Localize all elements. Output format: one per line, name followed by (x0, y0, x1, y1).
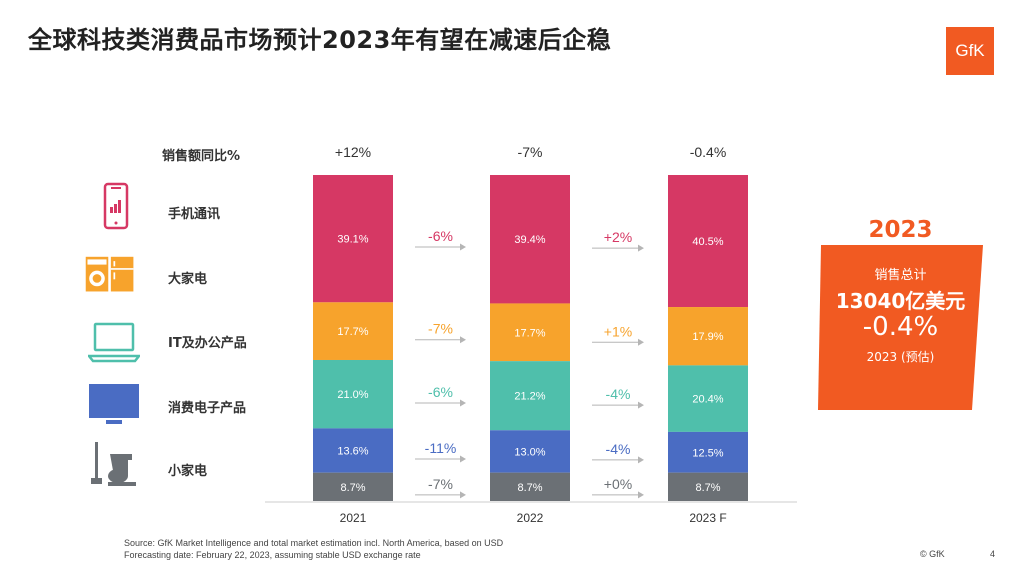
data-label: 40.5% (692, 236, 723, 248)
growth-arrow-head (460, 455, 466, 463)
total-growth-label: -0.4% (690, 144, 727, 160)
segment-growth-label: -4% (606, 386, 631, 402)
data-label: 17.7% (337, 326, 368, 338)
bar-segment (313, 428, 393, 473)
category-label-consumer-electronics: 消费电子产品 (168, 401, 247, 416)
summary-shape (818, 245, 983, 410)
bar-segment (490, 175, 570, 304)
laptop-icon (88, 322, 140, 363)
x-tick-label: 2021 (340, 511, 367, 525)
x-tick-label: 2022 (517, 511, 544, 525)
tv-monitor-icon (89, 384, 139, 424)
growth-arrow-head (460, 399, 466, 407)
growth-arrow-head (638, 244, 644, 252)
growth-arrow-head (638, 456, 644, 464)
segment-growth-label: -6% (428, 384, 453, 400)
bar-segment (668, 431, 748, 473)
growth-arrow-head (460, 491, 466, 499)
growth-arrow-head (638, 491, 644, 499)
data-label: 8.7% (517, 482, 542, 494)
bar-segment (313, 302, 393, 360)
bar-segment (490, 361, 570, 431)
footnote-forecast: Forecasting date: February 22, 2023, ass… (124, 550, 421, 560)
page-title: 全球科技类消费品市场预计2023年有望在减速后企稳 (28, 26, 612, 54)
data-label: 21.2% (514, 391, 545, 403)
growth-arrow-head (638, 338, 644, 346)
data-label: 20.4% (692, 394, 723, 406)
data-label: 39.1% (337, 234, 368, 246)
growth-arrow-head (460, 336, 466, 344)
category-header: 销售额同比% (162, 149, 241, 164)
x-tick-label: 2023 F (689, 511, 726, 525)
data-label: 21.0% (337, 389, 368, 401)
segment-growth-label: +0% (604, 476, 632, 492)
total-growth-label: -7% (518, 144, 543, 160)
vacuum-mixer-icon (91, 442, 136, 486)
data-label: 12.5% (692, 447, 723, 459)
summary-box: 2023 销售总计 13040亿美元 -0.4% 2023 (预估) (818, 212, 983, 412)
data-label: 8.7% (340, 482, 365, 494)
data-label: 17.7% (514, 327, 545, 339)
washing-machine-fridge-icon (85, 256, 134, 292)
bar-segment (313, 175, 393, 303)
bar-segment (490, 430, 570, 473)
segment-growth-label: -4% (606, 441, 631, 457)
total-growth-label: +12% (335, 144, 371, 160)
segment-growth-label: +1% (604, 323, 632, 339)
data-label: 8.7% (695, 482, 720, 494)
footnote-source: Source: GfK Market Intelligence and tota… (124, 538, 504, 548)
category-label-it-office: IT及办公产品 (168, 336, 247, 351)
smartphone-icon (103, 182, 129, 230)
summary-note: 2023 (预估) (866, 350, 935, 364)
summary-growth: -0.4% (862, 312, 939, 342)
growth-arrow-head (460, 243, 466, 251)
bar-segment (313, 359, 393, 429)
segment-growth-label: -7% (428, 476, 453, 492)
data-label: 17.9% (692, 331, 723, 343)
summary-year: 2023 (868, 217, 933, 243)
segment-growth-label: +2% (604, 229, 632, 245)
bar-segment (668, 307, 748, 366)
bar-segment (490, 303, 570, 362)
summary-amount: 13040亿美元 (835, 289, 966, 313)
segment-growth-label: -6% (428, 228, 453, 244)
segment-growth-label: -11% (425, 440, 457, 456)
data-label: 13.0% (514, 446, 545, 458)
segment-growth-label: -7% (428, 321, 453, 337)
copyright: © GfK (920, 549, 945, 559)
summary-label: 销售总计 (874, 268, 927, 283)
bar-segment (668, 175, 748, 308)
bar-segment (668, 472, 748, 501)
category-label-major-appliances: 大家电 (168, 272, 208, 287)
growth-arrow-head (638, 401, 644, 409)
data-label: 39.4% (514, 234, 545, 246)
footnote: Source: GfK Market Intelligence and tota… (124, 537, 503, 561)
bar-segment (490, 472, 570, 501)
page-number: 4 (990, 549, 996, 559)
gfk-logo: GfK (946, 27, 994, 75)
category-label-small-appliances: 小家电 (168, 464, 208, 479)
bar-segment (313, 472, 393, 501)
category-label-mobile: 手机通讯 (168, 207, 221, 222)
data-label: 13.6% (337, 446, 368, 458)
bar-segment (668, 365, 748, 432)
